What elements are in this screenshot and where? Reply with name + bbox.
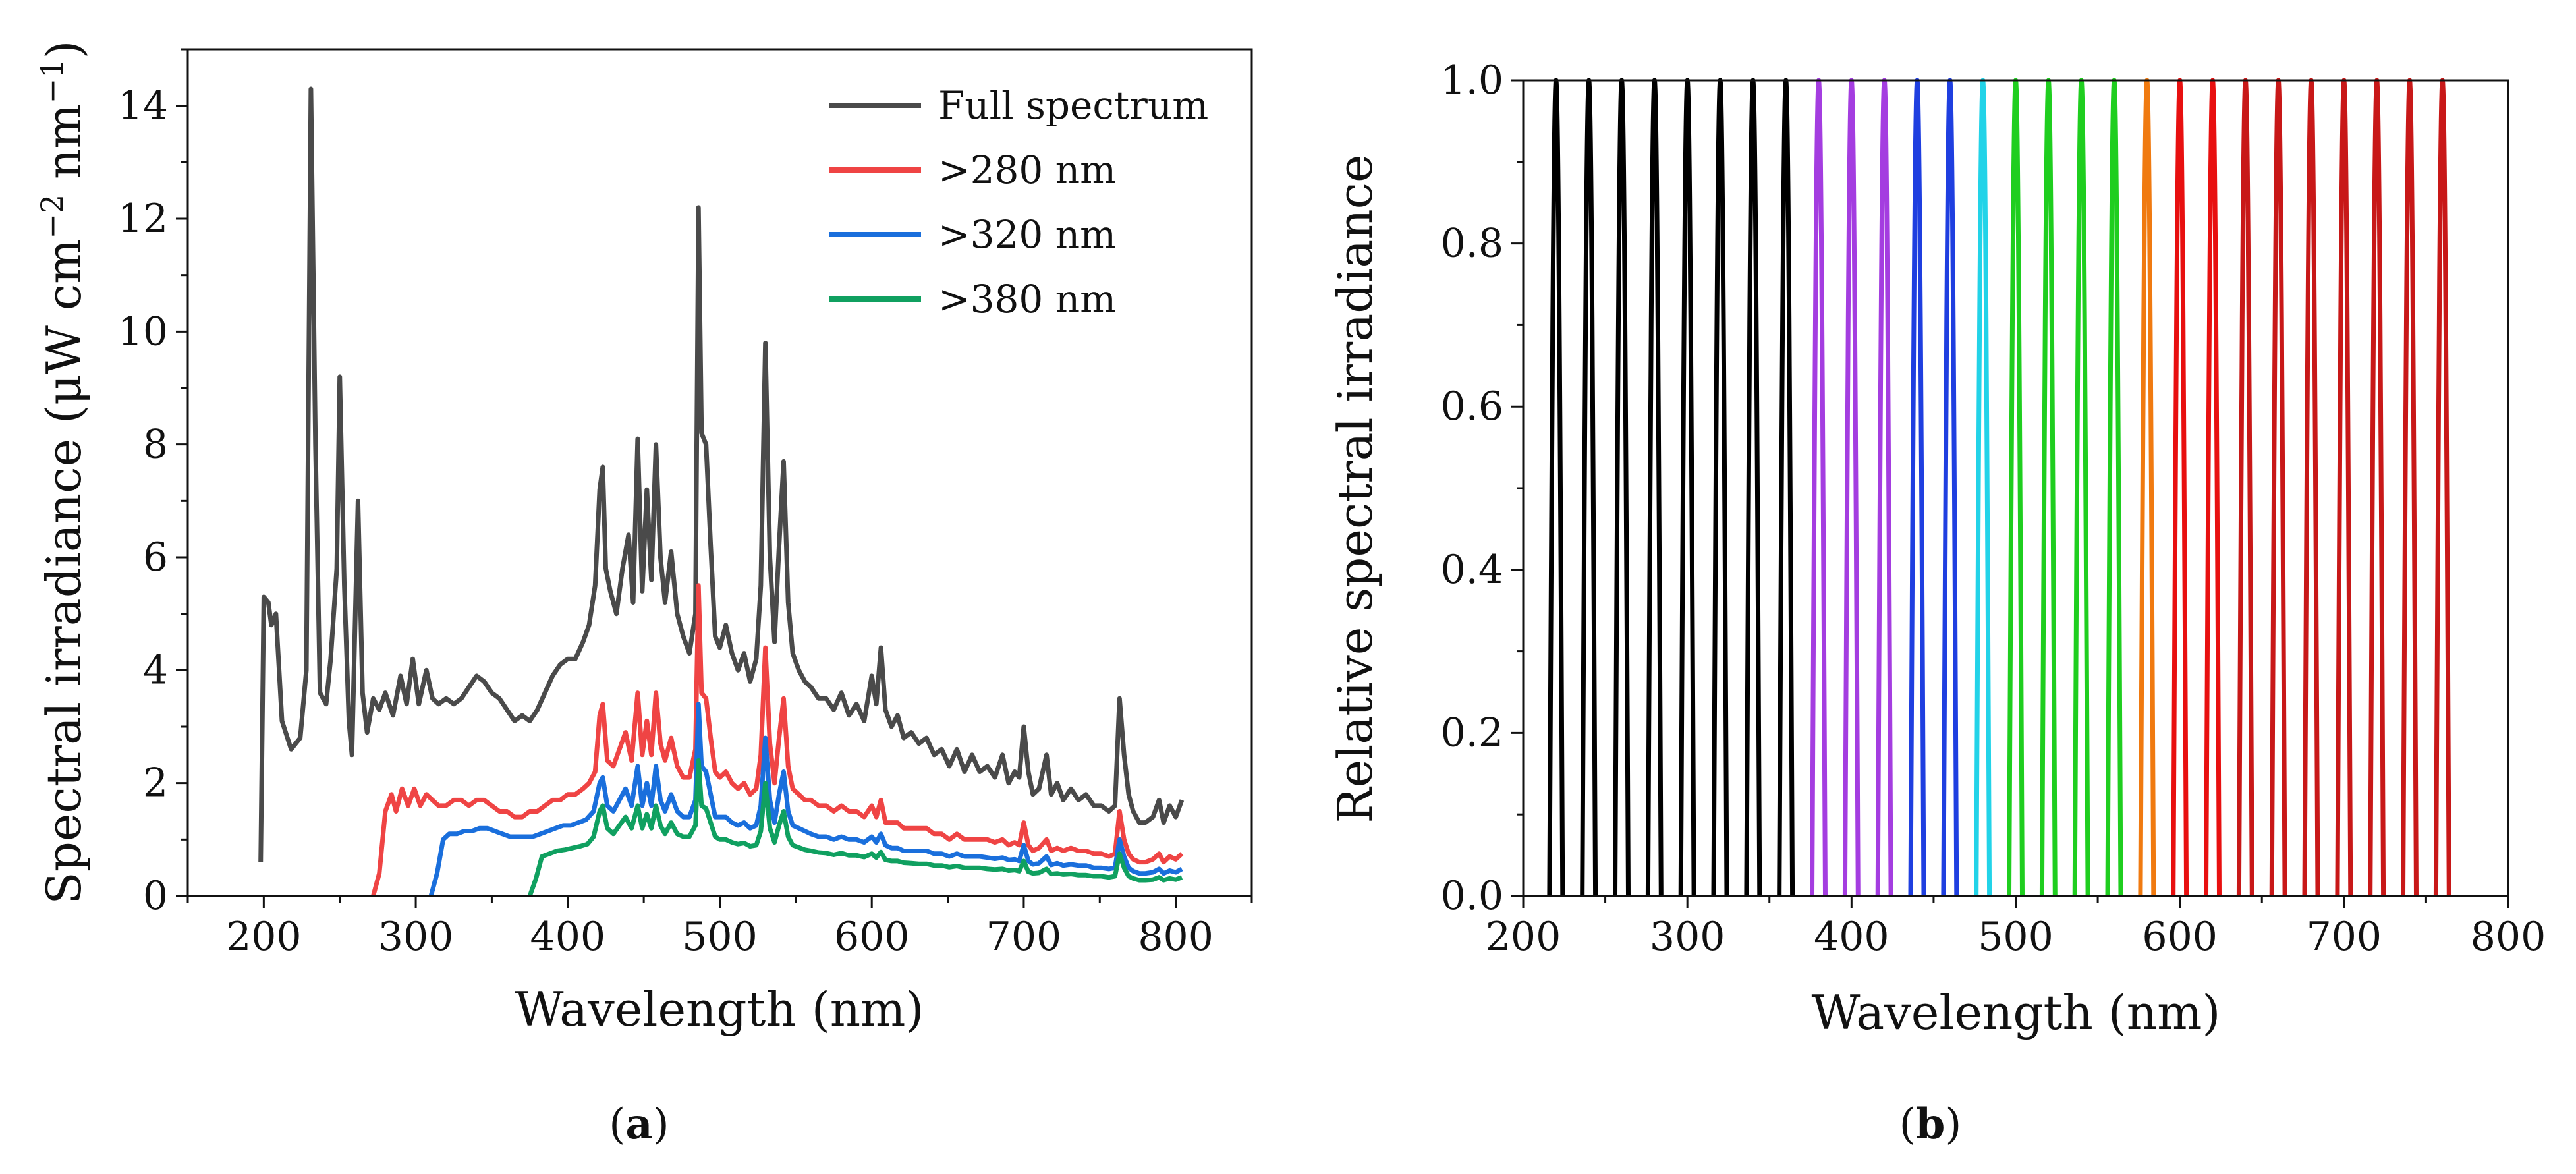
panel-a-series-line-3 [527, 758, 1183, 897]
panel-b-band-peak-15 [2039, 78, 2058, 897]
caption-a: (a) [609, 1100, 669, 1149]
panel-b-x-tick-label-3: 500 [1978, 914, 2054, 960]
panel-a-x-tick-label-2: 400 [530, 914, 606, 960]
panel-a-legend-label-0: Full spectrum [938, 83, 1208, 128]
panel-b-y-axis-title: Relative spectral irradiance [1328, 154, 1383, 823]
panel-a-chart: 200 300 400 500 600 700 800 0 2 4 6 8 10 12 14 Wavele… [34, 40, 1253, 1037]
panel-b-band-peak-6 [1744, 78, 1762, 897]
panel-a-legend-label-2: >320 nm [938, 212, 1116, 257]
panel-a-x-tick-label-1: 300 [378, 914, 454, 960]
panel-b-band-peak-8 [1810, 78, 1828, 897]
panel-b-chart: 200 300 400 500 600 700 800 0.0 0.2 0.4 0.6 0.8 1.0… [1328, 57, 2546, 1040]
panel-a-y-tick-label-3: 6 [143, 534, 168, 580]
panel-b-band-peak-16 [2072, 78, 2090, 897]
panel-b-y-tick-label-2: 0.4 [1441, 547, 1503, 593]
panel-a-series-line-1 [371, 583, 1184, 897]
panel-a-series-line-2 [428, 702, 1183, 897]
panel-a-y-axis-title: Spectral irradiance (μW cm−2 nm−1) [34, 40, 92, 904]
panel-a-legend: Full spectrum >280 nm >320 nm >380 nm [829, 83, 1208, 321]
panel-a-x-tick-label-3: 500 [682, 914, 758, 960]
panel-a-x-tick-label-5: 700 [986, 914, 1062, 960]
panel-b-band-peak-23 [2302, 78, 2320, 897]
panel-b-band-peak-10 [1875, 78, 1893, 897]
panel-b-band-peak-7 [1777, 78, 1795, 897]
panel-b-y-tick-label-5: 1.0 [1441, 57, 1503, 103]
panel-b-band-peak-25 [2368, 78, 2386, 897]
panel-b-band-peak-0 [1547, 78, 1565, 897]
panel-b-x-ticks: 200 300 400 500 600 700 800 [1486, 896, 2546, 960]
panel-b-band-peak-21 [2236, 78, 2254, 897]
panel-b-band-peak-20 [2204, 78, 2222, 897]
panel-a-y-ticks: 0 2 4 6 8 10 12 14 [118, 48, 188, 919]
panel-a-x-tick-label-6: 800 [1138, 914, 1214, 960]
panel-b-x-tick-label-5: 700 [2307, 914, 2382, 960]
panel-b-band-peak-1 [1580, 78, 1598, 897]
panel-b-band-peak-3 [1645, 78, 1664, 897]
panel-a-y-tick-label-6: 12 [118, 196, 168, 242]
panel-b-y-tick-label-3: 0.6 [1441, 383, 1503, 430]
panel-b-x-tick-label-2: 400 [1814, 914, 1890, 960]
panel-a-series-group [258, 86, 1185, 897]
panel-b-band-peak-9 [1842, 78, 1861, 897]
panel-a-y-tick-label-2: 4 [143, 647, 168, 693]
panel-b-band-peak-12 [1941, 78, 1959, 897]
panel-b-band-peak-18 [2138, 78, 2156, 897]
panel-b-x-tick-label-1: 300 [1650, 914, 1725, 960]
panel-b-band-peak-17 [2105, 78, 2123, 897]
panel-b-x-tick-label-0: 200 [1486, 914, 1561, 960]
panel-a-x-axis-title: Wavelength (nm) [515, 982, 924, 1037]
caption-b: (b) [1899, 1100, 1962, 1149]
panel-a-x-ticks: 200 300 400 500 600 700 800 [186, 896, 1253, 960]
panel-a-series-line-0 [258, 86, 1185, 862]
panel-b-band-peak-5 [1711, 78, 1729, 897]
panel-a-y-tick-label-1: 2 [143, 760, 168, 806]
panel-a-x-tick-label-0: 200 [226, 914, 302, 960]
panel-b-x-tick-label-4: 600 [2142, 914, 2218, 960]
panel-b-band-peak-22 [2269, 78, 2287, 897]
panel-b-x-axis-title: Wavelength (nm) [1811, 985, 2220, 1040]
panel-a-legend-label-3: >380 nm [938, 277, 1116, 321]
panel-b-band-peak-11 [1908, 78, 1926, 897]
panel-b-band-peak-2 [1613, 78, 1631, 897]
panel-a-legend-label-1: >280 nm [938, 148, 1116, 192]
panel-b-band-peak-27 [2433, 78, 2451, 897]
panel-b-y-tick-label-4: 0.8 [1441, 221, 1503, 267]
panel-b-y-tick-label-1: 0.2 [1441, 710, 1503, 756]
panel-a-y-tick-label-5: 10 [118, 308, 168, 354]
panel-a-x-tick-label-4: 600 [834, 914, 910, 960]
panel-b-band-peak-4 [1678, 78, 1696, 897]
panel-b-y-tick-label-0: 0.0 [1441, 873, 1503, 919]
panel-b-band-peak-19 [2171, 78, 2189, 897]
panel-b-bands-group [1547, 78, 2451, 897]
panel-a-y-tick-label-0: 0 [143, 873, 168, 919]
panel-b-x-tick-label-6: 800 [2471, 914, 2546, 960]
panel-b-y-ticks: 0.0 0.2 0.4 0.6 0.8 1.0 [1441, 57, 1523, 919]
panel-b-band-peak-13 [1974, 78, 1992, 897]
panel-b-plot-frame [1522, 79, 2509, 897]
panel-b-band-peak-24 [2335, 78, 2353, 897]
panel-a-y-tick-label-7: 14 [118, 83, 168, 129]
panel-a-y-tick-label-4: 8 [143, 422, 168, 468]
panel-b-band-peak-26 [2401, 78, 2419, 897]
panel-b-band-peak-14 [2007, 78, 2025, 897]
